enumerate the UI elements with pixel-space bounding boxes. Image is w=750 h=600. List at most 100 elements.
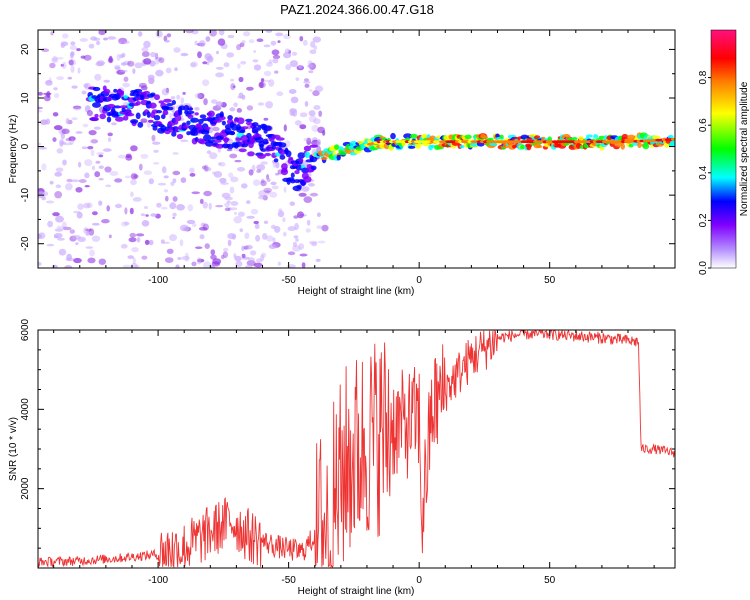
- spectrogram-cell: [165, 106, 174, 111]
- spectrogram-speckle: [132, 197, 142, 202]
- spectrogram-speckle: [46, 243, 55, 247]
- spectrogram-speckle: [260, 180, 267, 187]
- spectrogram-speckle: [294, 120, 302, 126]
- spectrogram-speckle: [217, 148, 221, 153]
- y-tick-label: 6000: [20, 318, 31, 341]
- spectrogram-speckle: [62, 159, 67, 166]
- spectrogram-speckle: [227, 34, 235, 39]
- spectrogram-cell: [334, 144, 340, 150]
- spectrogram-speckle: [199, 234, 205, 240]
- spectrogram-speckle: [292, 245, 301, 252]
- spectrogram-speckle: [265, 30, 273, 33]
- spectrogram-cell: [499, 134, 504, 139]
- spectrogram-speckle: [185, 30, 194, 34]
- spectrogram-speckle: [277, 40, 281, 43]
- spectrogram-speckle: [311, 124, 320, 133]
- spectrogram-cell: [338, 151, 348, 156]
- spectrogram-speckle: [275, 172, 280, 176]
- spectrogram-speckle: [283, 124, 287, 132]
- spectrogram-cell: [186, 131, 191, 136]
- spectrogram-speckle: [218, 162, 222, 166]
- colorbar-tick-label: 0.8: [698, 70, 709, 84]
- spectrogram-speckle: [283, 231, 287, 237]
- spectrogram-cell: [403, 133, 413, 140]
- spectrogram-speckle: [308, 110, 316, 117]
- spectrogram-speckle: [268, 59, 273, 64]
- spectrogram-speckle: [172, 196, 178, 202]
- spectrogram-cell: [135, 100, 141, 106]
- spectrogram-speckle: [122, 264, 132, 268]
- spectrogram-speckle: [181, 256, 190, 261]
- spectrogram-cell: [245, 121, 252, 126]
- spectrogram-speckle: [164, 257, 174, 263]
- spectrogram-speckle: [227, 207, 232, 211]
- spectrogram-cell: [297, 152, 305, 159]
- spectrogram-speckle: [57, 237, 65, 241]
- spectrogram-speckle: [241, 245, 245, 252]
- spectrogram-speckle: [295, 238, 299, 242]
- spectrogram-speckle: [54, 191, 63, 199]
- spectrogram-speckle: [124, 175, 131, 179]
- spectrogram-cell: [190, 117, 200, 123]
- spectrogram-speckle: [54, 228, 64, 232]
- spectrogram-cell: [99, 113, 106, 120]
- spectrogram-speckle: [45, 80, 53, 86]
- spectrogram-speckle: [210, 99, 218, 104]
- spectrogram-speckle: [120, 221, 129, 227]
- spectrogram-speckle: [270, 40, 277, 46]
- spectrogram-speckle: [143, 40, 151, 49]
- x-tick-label: 50: [544, 275, 556, 286]
- spectrogram-speckle: [87, 146, 94, 150]
- spectrogram-speckle: [51, 264, 58, 268]
- spectrogram-cell: [264, 152, 272, 157]
- spectrogram-speckle: [174, 67, 178, 72]
- spectrogram-cell: [115, 116, 124, 122]
- spectrogram-x-ticks: -100 -50 0 50: [53, 30, 655, 286]
- x-tick-label: 0: [416, 275, 422, 286]
- spectrogram-speckle: [88, 228, 95, 236]
- spectrogram-speckle: [202, 201, 208, 209]
- spectrogram-speckle: [256, 38, 264, 42]
- spectrogram-speckle: [144, 239, 150, 245]
- spectrogram-speckle: [301, 262, 306, 268]
- spectrogram-speckle: [229, 107, 236, 112]
- spectrogram-speckle: [72, 105, 82, 110]
- spectrogram-speckle: [253, 64, 262, 71]
- spectrogram-speckle: [90, 36, 98, 41]
- spectrogram-speckle: [109, 171, 119, 176]
- spectrogram-speckle: [85, 228, 92, 232]
- spectrogram-speckle: [85, 232, 90, 236]
- spectrogram-speckle: [291, 51, 298, 56]
- spectrogram-speckle: [107, 132, 113, 137]
- spectrogram-cell: [278, 142, 287, 148]
- spectrogram-speckle: [70, 179, 80, 183]
- spectrogram-speckle: [38, 233, 43, 240]
- spectrogram-speckle: [260, 254, 265, 262]
- spectrogram-speckle: [81, 146, 88, 150]
- colorbar-tick-label: 0.0: [698, 261, 709, 275]
- spectrogram-speckle: [258, 195, 267, 200]
- spectrogram-speckle: [130, 145, 138, 152]
- spectrogram-speckle: [182, 91, 186, 95]
- spectrogram-speckle: [229, 207, 238, 211]
- spectrogram-speckle: [288, 89, 297, 94]
- spectrogram-cell: [637, 142, 642, 149]
- spectrogram-speckle: [67, 76, 73, 80]
- spectrogram-speckle: [59, 140, 63, 148]
- spectrogram-speckle: [55, 167, 64, 173]
- spectrogram-speckle: [88, 130, 97, 136]
- spectrogram-speckle: [197, 92, 205, 100]
- spectrogram-speckle: [98, 177, 104, 181]
- spectrogram-speckle: [223, 247, 229, 252]
- spectrogram-speckle: [263, 117, 269, 121]
- spectrogram-cell: [272, 145, 276, 150]
- spectrogram-cell: [125, 113, 135, 117]
- spectrogram-speckle: [48, 77, 52, 83]
- spectrogram-cell: [194, 112, 199, 116]
- spectrogram-speckle: [83, 83, 89, 89]
- spectrogram-speckle: [209, 264, 214, 268]
- spectrogram-speckle: [270, 181, 277, 186]
- spectrogram-speckle: [272, 54, 281, 60]
- spectrogram-speckle: [299, 253, 308, 257]
